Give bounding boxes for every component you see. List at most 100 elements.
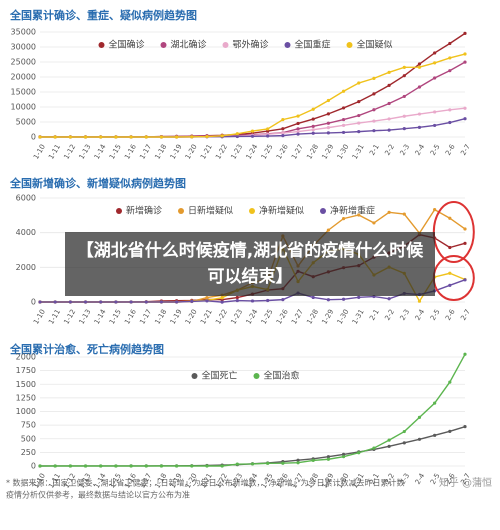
data-point — [387, 101, 391, 106]
data-point — [402, 74, 406, 78]
data-point — [402, 127, 406, 131]
data-point — [205, 464, 209, 468]
data-point — [417, 65, 422, 69]
legend-label: 日新增疑似 — [188, 205, 233, 217]
data-point — [281, 118, 285, 122]
overlay-banner: 【湖北省什么时候疫情,湖北省的疫情什么时候可以结束】 — [65, 232, 435, 296]
data-point — [433, 110, 437, 114]
data-point — [266, 134, 270, 138]
legend-label: 全国死亡 — [202, 370, 238, 382]
x-tick-label: 1-21 — [199, 143, 214, 161]
x-tick-label: 2-1 — [368, 143, 381, 157]
data-point — [281, 134, 285, 138]
data-point — [83, 300, 88, 304]
y-tick-label: 20000 — [11, 73, 36, 82]
x-tick-label: 2-5 — [429, 143, 442, 157]
data-point — [205, 299, 209, 303]
data-point — [357, 81, 361, 85]
x-tick-label: 1-11 — [47, 308, 62, 326]
data-point — [448, 271, 452, 275]
x-tick-label: 1-22 — [214, 308, 229, 326]
y-tick-label: 25000 — [11, 58, 36, 67]
data-point — [417, 415, 422, 419]
data-point — [387, 83, 391, 87]
data-point — [448, 120, 452, 125]
data-point — [463, 31, 467, 35]
x-tick-label: 2-6 — [444, 308, 457, 322]
series-line — [40, 61, 466, 138]
data-point — [372, 446, 376, 450]
y-tick-label: 0 — [31, 298, 36, 307]
x-tick-label: 2-4 — [414, 472, 427, 486]
data-point — [326, 121, 330, 125]
data-point — [357, 100, 361, 104]
data-point — [387, 210, 391, 214]
data-point — [220, 300, 224, 304]
data-point — [463, 60, 467, 64]
legend-marker — [191, 373, 198, 379]
data-point — [372, 129, 376, 133]
legend-label: 净新增疑似 — [259, 205, 304, 217]
data-point — [114, 464, 118, 468]
data-point — [341, 452, 346, 456]
series-line — [40, 353, 466, 467]
data-point — [53, 135, 57, 139]
data-point — [311, 128, 315, 132]
data-point — [53, 464, 57, 468]
data-point — [311, 295, 315, 300]
data-point — [341, 297, 346, 301]
data-point — [448, 41, 452, 46]
x-tick-label: 2-3 — [399, 472, 412, 486]
data-point — [402, 94, 406, 99]
data-point — [175, 464, 179, 468]
x-tick-label: 2-7 — [459, 143, 472, 157]
data-point — [341, 130, 346, 135]
data-point — [448, 56, 452, 60]
data-point — [326, 228, 330, 232]
x-tick-label: 1-12 — [62, 308, 77, 326]
data-point — [250, 134, 255, 138]
data-point — [341, 106, 346, 110]
x-tick-label: 1-13 — [78, 308, 93, 326]
legend-label: 全国确诊 — [109, 39, 145, 51]
legend-label: 净新增重症 — [330, 205, 375, 217]
data-point — [281, 127, 285, 131]
data-point — [372, 221, 376, 225]
watermark: 知乎 @蒲恒 — [439, 476, 492, 489]
data-point — [387, 70, 391, 74]
x-tick-label: 1-15 — [108, 308, 123, 326]
x-tick-label: 1-30 — [336, 143, 351, 161]
x-tick-label: 1-31 — [351, 308, 366, 326]
x-tick-label: 1-30 — [336, 308, 351, 326]
data-point — [387, 117, 391, 121]
x-tick-label: 1-11 — [47, 143, 62, 161]
y-tick-label: 2000 — [16, 353, 36, 362]
x-tick-label: 1-22 — [214, 143, 229, 161]
chart-title: 全国累计治愈、死亡病例趋势图 — [9, 342, 164, 356]
x-tick-label: 1-28 — [305, 143, 320, 161]
data-point — [341, 123, 346, 127]
x-tick-label: 1-26 — [275, 308, 290, 326]
data-point — [38, 464, 42, 468]
x-tick-label: 1-16 — [123, 308, 138, 326]
data-point — [357, 121, 361, 125]
data-point — [235, 462, 239, 466]
y-tick-label: 6000 — [16, 194, 36, 203]
data-point — [387, 438, 391, 442]
data-point — [129, 464, 133, 468]
legend-marker — [284, 42, 291, 48]
x-tick-label: 1-23 — [229, 308, 244, 326]
data-point — [417, 437, 422, 441]
legend-label: 全国重症 — [295, 39, 331, 51]
data-point — [463, 278, 467, 282]
data-point — [311, 117, 315, 121]
x-tick-label: 1-12 — [62, 143, 77, 161]
data-point — [433, 123, 437, 128]
data-point — [463, 106, 467, 110]
x-tick-label: 1-20 — [184, 143, 199, 161]
data-point — [281, 461, 285, 465]
data-point — [341, 455, 346, 459]
x-tick-label: 1-18 — [153, 308, 168, 326]
y-tick-label: 30000 — [11, 43, 36, 52]
data-point — [433, 61, 437, 65]
